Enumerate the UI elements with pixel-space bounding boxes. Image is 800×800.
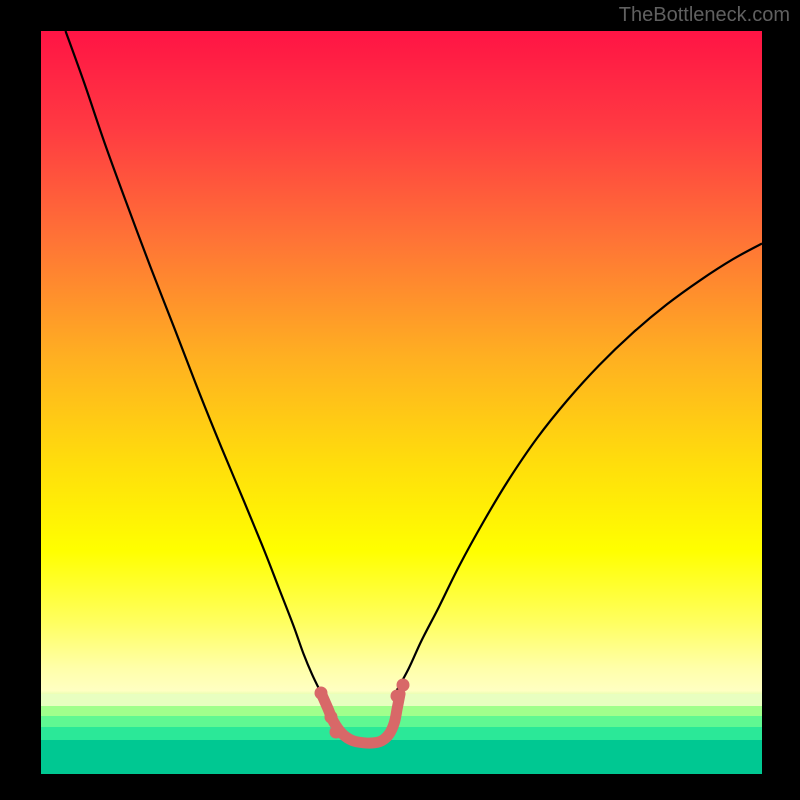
valley-marker-1 [324, 710, 337, 723]
valley-marker-0 [315, 687, 328, 700]
curve-right-branch [396, 244, 762, 693]
curve-svg [41, 31, 762, 774]
valley-marker-4 [396, 678, 409, 691]
valley-marker-3 [391, 689, 404, 702]
valley-marker-2 [329, 726, 342, 739]
plot-area [41, 31, 762, 774]
watermark-text: TheBottleneck.com [619, 4, 790, 27]
curve-left-branch [66, 31, 321, 692]
chart-frame: TheBottleneck.com [0, 0, 800, 800]
